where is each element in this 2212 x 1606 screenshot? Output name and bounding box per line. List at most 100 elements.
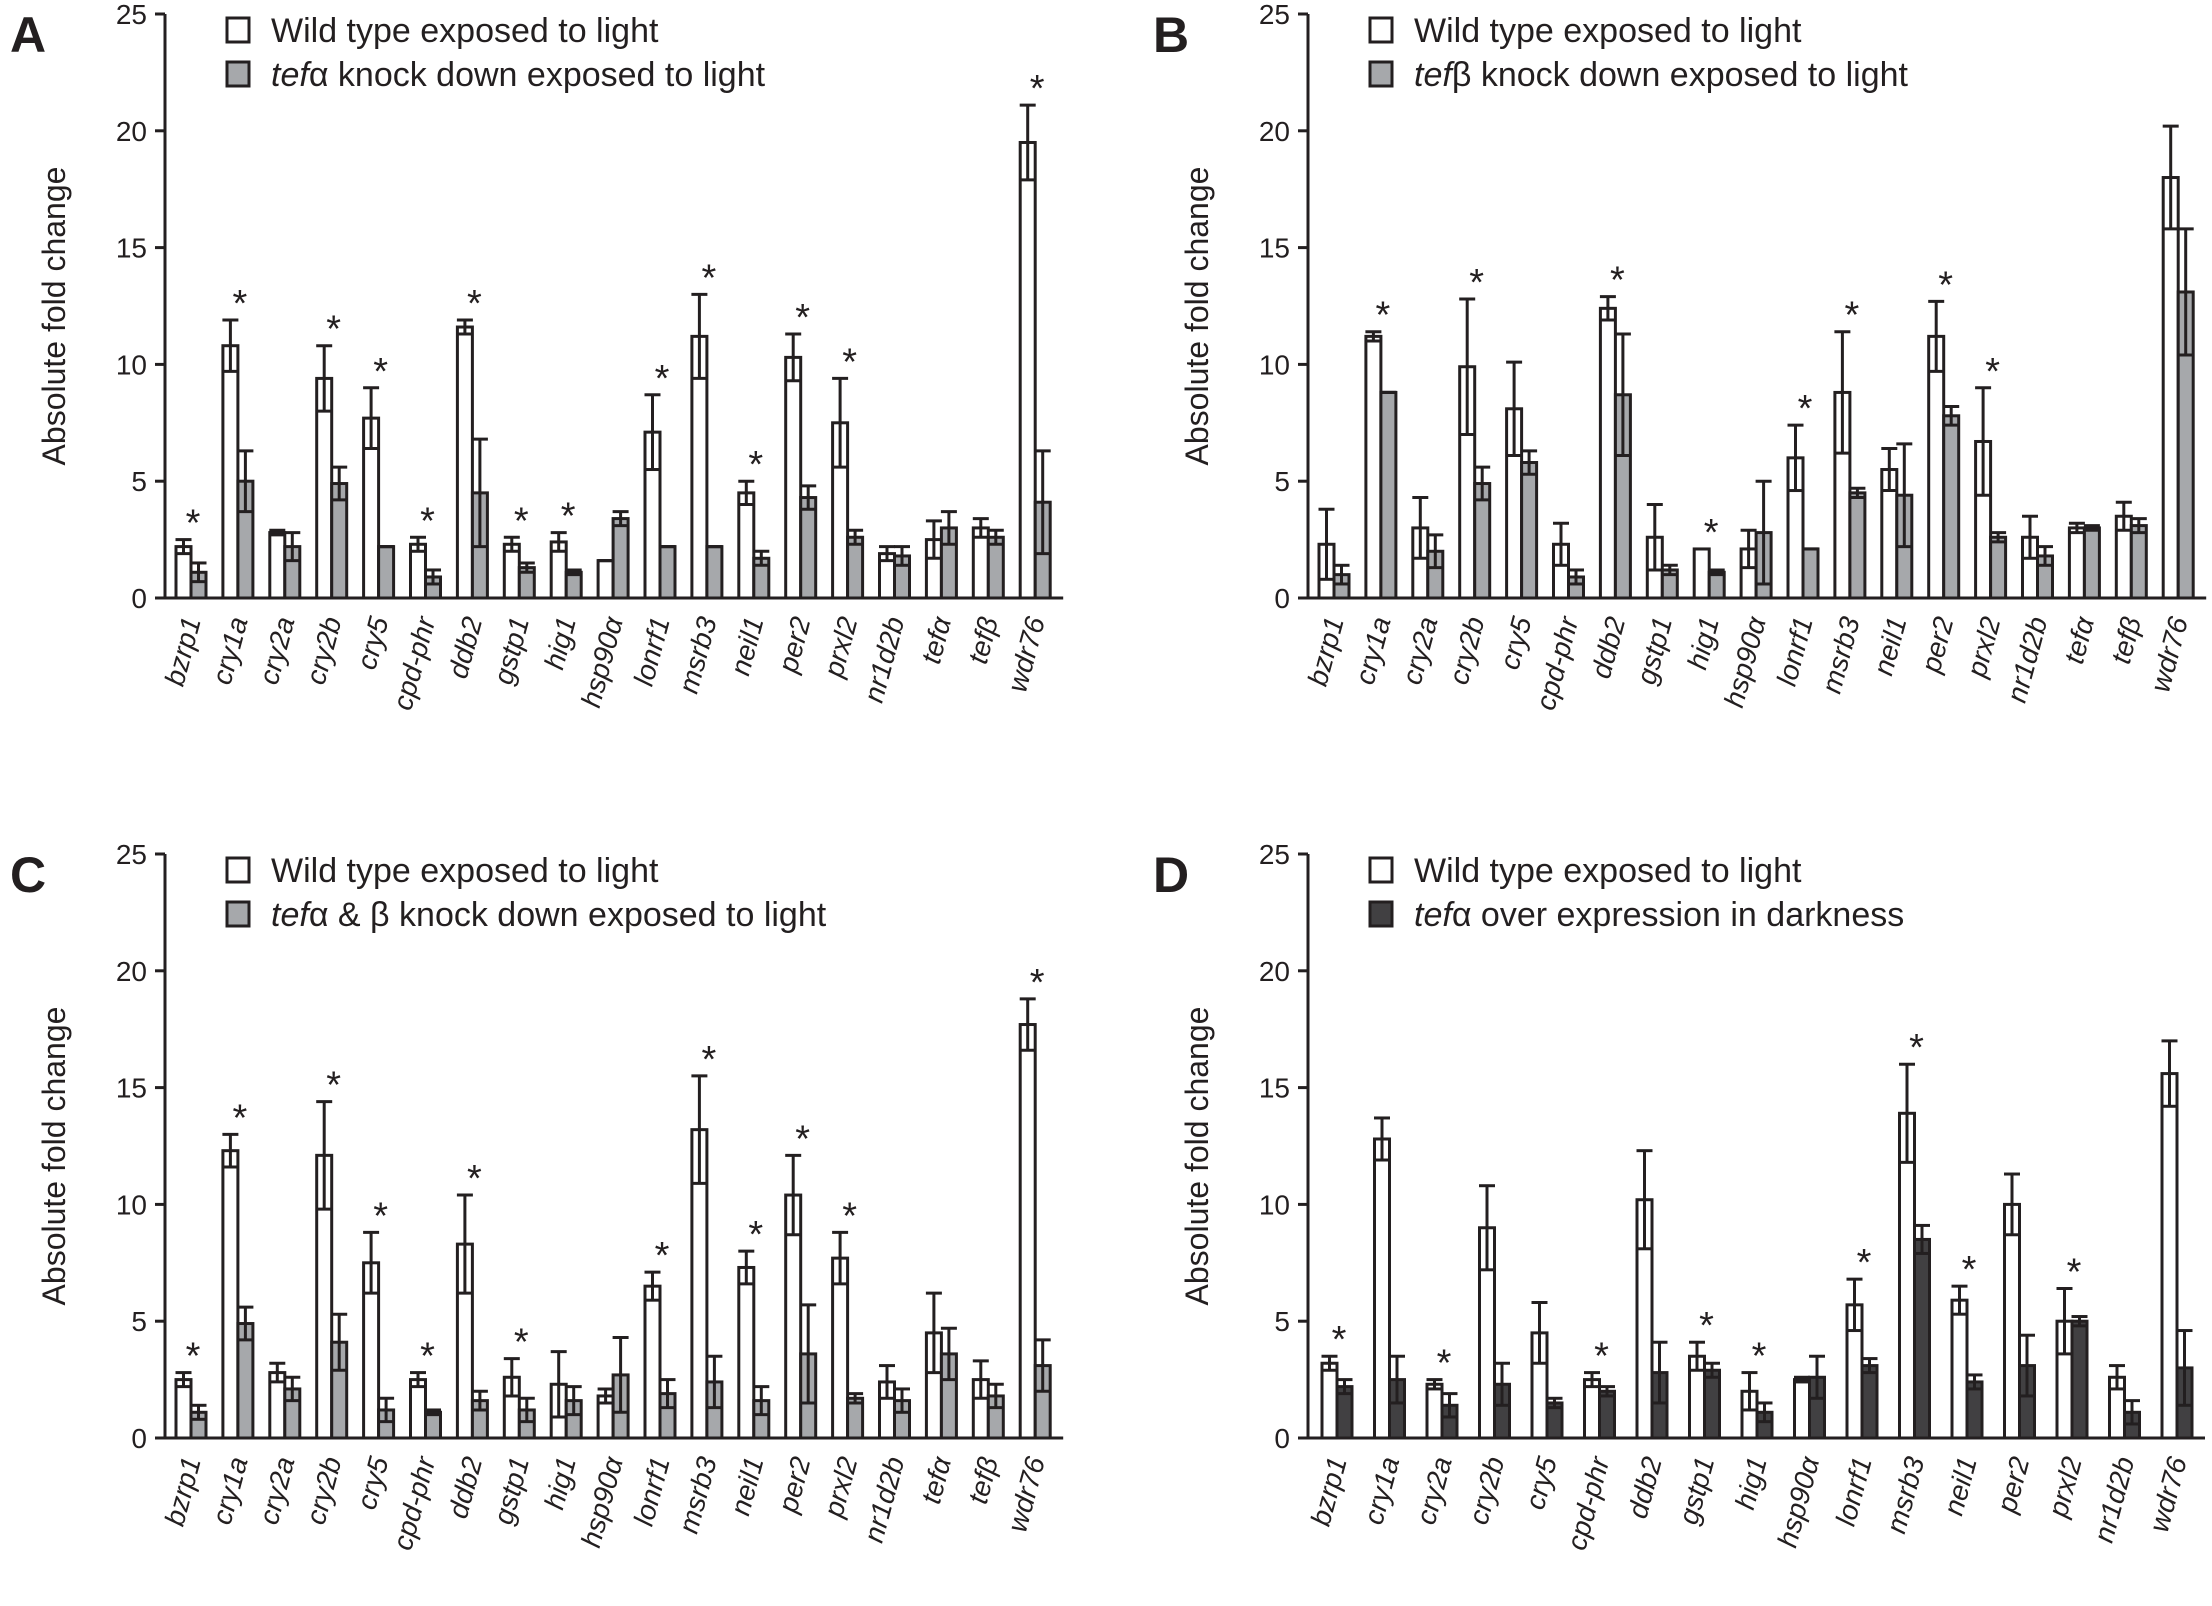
bar-wild-type xyxy=(643,1284,662,1440)
legend-label-text: Wild type exposed to light xyxy=(1414,12,1802,50)
legend-label: Wild type exposed to light xyxy=(1414,852,1802,890)
significance-star: * xyxy=(842,341,857,383)
bar-wild-type xyxy=(1425,1382,1444,1440)
category-label: cry2b xyxy=(1443,614,1491,688)
y-axis-label: Absolute fold change xyxy=(1179,167,1215,466)
category-label: cry2a xyxy=(253,1454,301,1528)
category-label: hig1 xyxy=(1681,614,1725,673)
significance-star: * xyxy=(1909,1027,1924,1069)
significance-star: * xyxy=(748,1214,763,1256)
y-tick-label: 25 xyxy=(116,0,147,30)
significance-star: * xyxy=(842,1195,857,1237)
bar-wild-type xyxy=(1598,306,1617,600)
bar-treatment xyxy=(564,570,583,600)
legend-label: tefα & β knock down exposed to light xyxy=(271,896,827,934)
category-label: tefβ xyxy=(962,614,1004,668)
category-label: neil1 xyxy=(1938,1454,1983,1519)
legend-swatch xyxy=(225,16,251,44)
category-label: tefα xyxy=(915,1453,957,1508)
category-label: bzrp1 xyxy=(1302,614,1350,690)
category-label: wdr76 xyxy=(1001,1453,1051,1535)
legend-label-italic: tef xyxy=(271,896,312,934)
significance-star: * xyxy=(795,1118,810,1160)
bar-wild-type xyxy=(2003,1202,2021,1440)
category-label: hig1 xyxy=(538,614,582,673)
bar-treatment xyxy=(611,517,630,600)
bar-treatment xyxy=(1913,1237,1931,1440)
category-label: cpd-phr xyxy=(1530,612,1585,713)
category-label: hig1 xyxy=(538,1454,582,1513)
significance-star: * xyxy=(233,283,248,325)
category-label: wdr76 xyxy=(2143,1453,2193,1535)
chart-panel-d: D 0 5 10 15 20 25 Absolute fold change Wild type… xyxy=(1153,839,2205,1553)
y-tick-label: 10 xyxy=(1259,349,1290,380)
significance-star: * xyxy=(1752,1336,1767,1378)
legend-label-text: α knock down exposed to light xyxy=(309,56,766,94)
category-label: bzrp1 xyxy=(1305,1454,1353,1530)
y-tick-label: 25 xyxy=(116,839,147,870)
significance-star: * xyxy=(420,1336,435,1378)
y-tick-label: 0 xyxy=(1274,583,1290,614)
category-label: lonrf1 xyxy=(1830,1454,1878,1530)
bar-treatment xyxy=(846,535,865,600)
chart-panel-b: B 0 5 10 15 20 25 Absolute fold change Wild type… xyxy=(1153,0,2207,713)
y-tick-label: 0 xyxy=(131,1423,147,1454)
category-label: ddb2 xyxy=(442,613,488,682)
category-label: cry5 xyxy=(1494,613,1538,673)
legend-label: Wild type exposed to light xyxy=(271,852,659,890)
category-label: ddb2 xyxy=(1622,1453,1668,1522)
legend-label-text: Wild type exposed to light xyxy=(271,12,659,50)
category-label: nr1d2b xyxy=(2088,1454,2141,1546)
legend-label: tefα over expression in darkness xyxy=(1414,896,1904,934)
y-axis-label: Absolute fold change xyxy=(1179,1007,1215,1306)
bar-treatment xyxy=(1860,1364,1879,1440)
bar-wild-type xyxy=(268,531,287,600)
category-label: gstp1 xyxy=(487,1454,535,1528)
category-label: per2 xyxy=(772,1453,817,1517)
bar-wild-type xyxy=(2160,1072,2179,1440)
category-label: tefβ xyxy=(962,1454,1004,1508)
category-label: hsp90α xyxy=(575,1453,629,1551)
y-tick-label: 15 xyxy=(1259,233,1290,264)
y-tick-label: 15 xyxy=(116,1073,147,1104)
chart-panel-a: A 0 5 10 15 20 25 Absolute fold change Wild type… xyxy=(10,0,1064,713)
bar-wild-type xyxy=(409,1378,427,1440)
bar-treatment xyxy=(1379,390,1398,600)
bar-wild-type xyxy=(2067,526,2086,600)
bar-wild-type xyxy=(784,355,803,600)
category-label: neil1 xyxy=(724,614,769,679)
category-label: nr1d2b xyxy=(858,614,911,706)
legend-label-text: β knock down exposed to light xyxy=(1452,56,1909,94)
bar-treatment xyxy=(1989,535,2008,600)
y-tick-label: 5 xyxy=(1274,466,1290,497)
significance-star: * xyxy=(2067,1251,2082,1293)
category-label: gstp1 xyxy=(1630,614,1678,688)
legend-swatch xyxy=(225,900,251,928)
bar-wild-type xyxy=(1583,1378,1601,1440)
significance-star: * xyxy=(186,1336,201,1378)
significance-star: * xyxy=(1376,295,1391,337)
legend-swatch xyxy=(1368,16,1394,44)
significance-star: * xyxy=(1962,1249,1977,1291)
legend-label-text: Wild type exposed to light xyxy=(271,852,659,890)
significance-star: * xyxy=(420,500,435,542)
category-label: bzrp1 xyxy=(159,614,207,690)
category-label: cry5 xyxy=(351,1453,395,1513)
significance-star: * xyxy=(467,283,482,325)
significance-star: * xyxy=(702,257,717,299)
bar-treatment xyxy=(2082,526,2101,600)
legend-swatch xyxy=(225,856,251,884)
category-label: neil1 xyxy=(1867,614,1912,679)
significance-star: * xyxy=(1704,512,1719,554)
bar-treatment xyxy=(1520,461,1539,600)
bar-wild-type xyxy=(221,1149,240,1440)
bar-wild-type xyxy=(737,1265,756,1440)
bar-wild-type xyxy=(1018,140,1037,600)
category-label: cpd-phr xyxy=(1561,1452,1616,1553)
category-label: tefα xyxy=(915,613,957,668)
category-label: tefα xyxy=(2058,613,2100,668)
bar-wild-type xyxy=(1320,1361,1339,1440)
significance-star: * xyxy=(1437,1343,1452,1385)
bar-wild-type xyxy=(596,559,615,600)
significance-star: * xyxy=(561,496,576,538)
